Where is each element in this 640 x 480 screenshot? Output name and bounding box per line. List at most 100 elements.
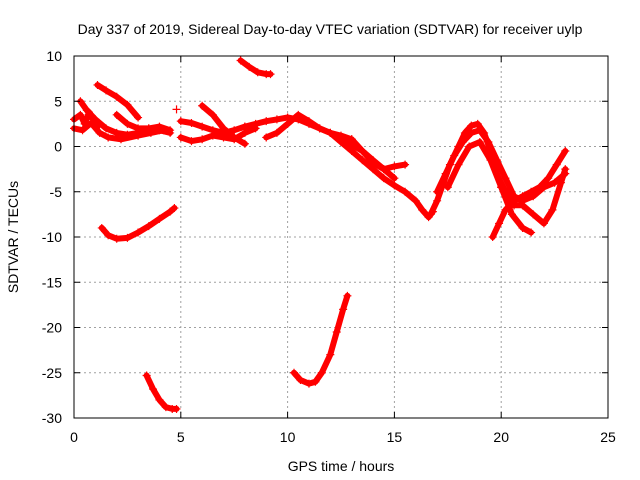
data-point	[272, 128, 281, 137]
data-point	[390, 162, 399, 171]
data-point	[473, 119, 482, 128]
data-point	[76, 110, 85, 119]
data-point	[262, 133, 271, 142]
data-point	[82, 106, 91, 115]
series-track-s	[443, 137, 536, 237]
data-point	[358, 147, 367, 156]
data-point	[155, 126, 164, 135]
data-point	[155, 395, 164, 404]
data-point	[142, 371, 151, 380]
data-point	[467, 128, 476, 137]
data-point	[529, 210, 538, 219]
data-point	[347, 147, 356, 156]
data-point	[518, 201, 527, 210]
data-point	[326, 128, 335, 137]
y-tick-label: -10	[42, 229, 62, 245]
data-point	[149, 385, 158, 394]
data-point	[529, 192, 538, 201]
data-point	[379, 165, 388, 174]
data-point	[304, 117, 313, 126]
data-point	[497, 183, 506, 192]
data-point	[488, 233, 497, 241]
data-point	[433, 187, 442, 196]
data-point	[552, 160, 561, 169]
data-point	[290, 368, 299, 377]
data-point	[539, 183, 548, 192]
data-point	[112, 92, 121, 101]
y-tick-label: 5	[54, 93, 62, 109]
data-point	[450, 151, 459, 160]
data-point	[332, 328, 341, 337]
series-track-g	[142, 371, 181, 413]
data-point	[311, 377, 320, 386]
series-track-f	[97, 204, 179, 243]
data-point	[95, 128, 104, 137]
data-point	[208, 126, 217, 135]
y-tick-label: -25	[42, 365, 62, 381]
y-tick-label: 0	[54, 139, 62, 155]
data-point	[161, 403, 170, 412]
series-track-j	[198, 101, 249, 148]
x-tick-label: 25	[600, 429, 616, 445]
data-point	[539, 219, 548, 228]
data-point	[518, 223, 527, 232]
chart-title: Day 337 of 2019, Sidereal Day-to-day VTE…	[78, 21, 583, 37]
data-point	[230, 133, 239, 142]
data-point	[458, 137, 467, 146]
data-point	[262, 117, 271, 126]
data-point	[411, 196, 420, 205]
data-point	[123, 100, 132, 109]
series-track-n	[326, 128, 437, 222]
data-point	[198, 122, 207, 131]
data-point	[443, 183, 452, 192]
data-point	[296, 375, 305, 384]
data-point	[134, 113, 143, 122]
data-point	[253, 68, 262, 77]
data-point	[112, 110, 121, 119]
data-point	[495, 219, 504, 228]
data-point	[134, 124, 143, 133]
data-point	[401, 160, 410, 169]
series-track-v	[518, 165, 570, 228]
data-point	[78, 126, 87, 135]
data-point	[343, 291, 352, 300]
axis-ticks	[73, 55, 609, 419]
data-point	[104, 133, 113, 142]
data-point	[304, 379, 313, 388]
data-point	[266, 70, 275, 79]
data-point	[219, 124, 228, 133]
data-point	[187, 137, 196, 146]
data-point	[315, 124, 324, 133]
x-tick-label: 10	[280, 429, 296, 445]
series-isolated-point	[172, 105, 181, 114]
data-point	[176, 117, 185, 126]
data-point	[326, 350, 335, 359]
data-point	[155, 214, 164, 223]
data-point	[433, 196, 442, 205]
data-point	[198, 101, 207, 110]
data-point	[97, 223, 106, 232]
data-point	[187, 118, 196, 127]
series-line	[489, 148, 569, 240]
data-point	[507, 192, 516, 201]
series-track-r	[433, 126, 527, 205]
x-tick-label: 5	[177, 429, 185, 445]
data-point	[104, 231, 113, 240]
data-point	[272, 115, 281, 124]
series-track-p	[290, 291, 352, 388]
data-point	[144, 222, 153, 231]
data-point	[486, 156, 495, 165]
series-line	[444, 139, 535, 236]
data-point	[379, 174, 388, 183]
data-point	[501, 205, 510, 214]
data-point	[166, 207, 175, 216]
data-point	[236, 56, 245, 65]
data-point	[245, 62, 254, 71]
data-point	[561, 147, 570, 156]
series-line	[327, 129, 436, 221]
data-point	[369, 158, 378, 167]
y-tick-label: -5	[50, 184, 63, 200]
series-track-k	[236, 56, 275, 79]
data-point	[176, 133, 185, 142]
